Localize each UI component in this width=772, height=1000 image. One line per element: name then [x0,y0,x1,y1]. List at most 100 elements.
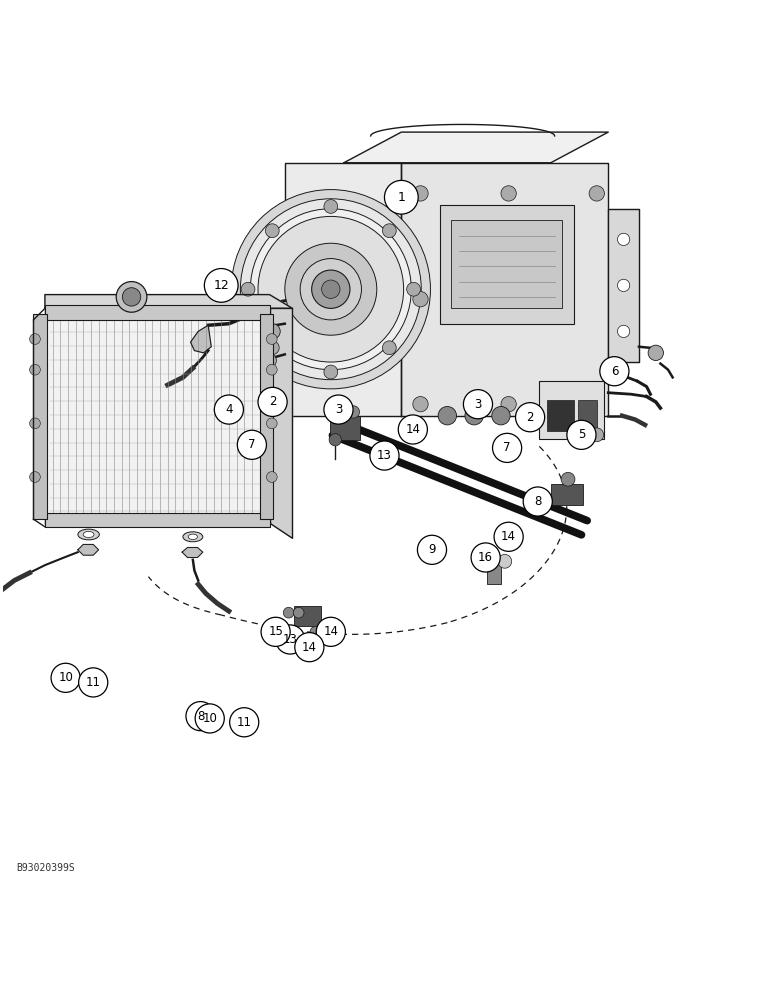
Circle shape [324,200,337,213]
Text: 14: 14 [323,625,338,638]
FancyBboxPatch shape [294,606,321,626]
Circle shape [258,216,404,362]
Text: 10: 10 [58,671,73,684]
Circle shape [266,341,279,355]
Text: 11: 11 [237,716,252,729]
FancyBboxPatch shape [540,381,604,439]
Circle shape [122,288,141,306]
Circle shape [29,418,40,429]
Circle shape [250,209,411,370]
Circle shape [266,418,277,429]
Circle shape [317,617,345,646]
Circle shape [322,280,340,298]
Circle shape [438,406,456,425]
Circle shape [295,633,324,662]
FancyBboxPatch shape [259,314,273,519]
Polygon shape [45,308,269,523]
Circle shape [51,663,80,692]
Text: 10: 10 [202,712,217,725]
Polygon shape [45,295,293,308]
Circle shape [498,554,512,568]
FancyBboxPatch shape [45,513,269,527]
Circle shape [240,199,422,380]
Text: 13: 13 [377,449,392,462]
Text: B93020399S: B93020399S [16,863,76,873]
Circle shape [463,390,493,419]
Text: 14: 14 [405,423,420,436]
Circle shape [648,345,663,361]
Ellipse shape [183,532,203,542]
Circle shape [337,406,350,418]
FancyBboxPatch shape [577,400,597,431]
Circle shape [382,341,396,355]
Ellipse shape [83,531,94,538]
FancyBboxPatch shape [547,400,574,431]
FancyBboxPatch shape [33,314,47,519]
Text: 11: 11 [86,676,100,689]
Polygon shape [285,163,401,416]
Circle shape [324,365,337,379]
Circle shape [29,364,40,375]
Circle shape [276,625,305,654]
Circle shape [418,535,446,564]
Text: 9: 9 [428,543,435,556]
Text: 5: 5 [577,428,585,441]
Circle shape [589,186,604,201]
Polygon shape [401,163,608,416]
FancyBboxPatch shape [487,560,501,584]
Circle shape [590,428,604,442]
Text: 7: 7 [248,438,256,451]
Circle shape [310,626,321,637]
Text: 8: 8 [534,495,541,508]
Text: 6: 6 [611,365,618,378]
Circle shape [398,415,428,444]
Ellipse shape [188,534,198,539]
Text: 13: 13 [283,633,298,646]
Circle shape [215,395,243,424]
Circle shape [600,357,629,386]
Circle shape [186,702,215,731]
FancyBboxPatch shape [45,305,269,320]
Circle shape [229,708,259,737]
Polygon shape [182,548,203,557]
Circle shape [300,259,361,320]
Text: 14: 14 [501,530,516,543]
Circle shape [347,406,360,418]
Text: 8: 8 [197,710,205,723]
Circle shape [265,324,280,339]
Polygon shape [269,308,293,538]
Circle shape [79,668,108,697]
Circle shape [407,282,421,296]
Circle shape [237,430,266,459]
Circle shape [567,420,596,449]
Circle shape [266,364,277,375]
Circle shape [324,395,353,424]
Circle shape [29,334,40,344]
Polygon shape [191,325,212,353]
Circle shape [413,397,428,412]
FancyBboxPatch shape [451,220,562,308]
Text: 12: 12 [213,279,229,292]
Circle shape [293,607,304,618]
Circle shape [618,325,630,338]
Circle shape [266,224,279,238]
Circle shape [312,270,350,308]
Circle shape [329,434,341,446]
Circle shape [266,472,277,482]
Circle shape [195,704,225,733]
Text: 2: 2 [527,411,534,424]
Text: 3: 3 [335,403,342,416]
Circle shape [494,522,523,551]
Circle shape [283,607,294,618]
Circle shape [262,354,276,367]
Circle shape [519,406,537,425]
Circle shape [492,406,510,425]
Circle shape [516,403,545,432]
Circle shape [618,279,630,292]
Circle shape [501,397,516,412]
Circle shape [258,387,287,416]
Circle shape [465,406,483,425]
Text: 1: 1 [398,191,405,204]
Text: 2: 2 [269,395,276,408]
Ellipse shape [78,529,100,540]
